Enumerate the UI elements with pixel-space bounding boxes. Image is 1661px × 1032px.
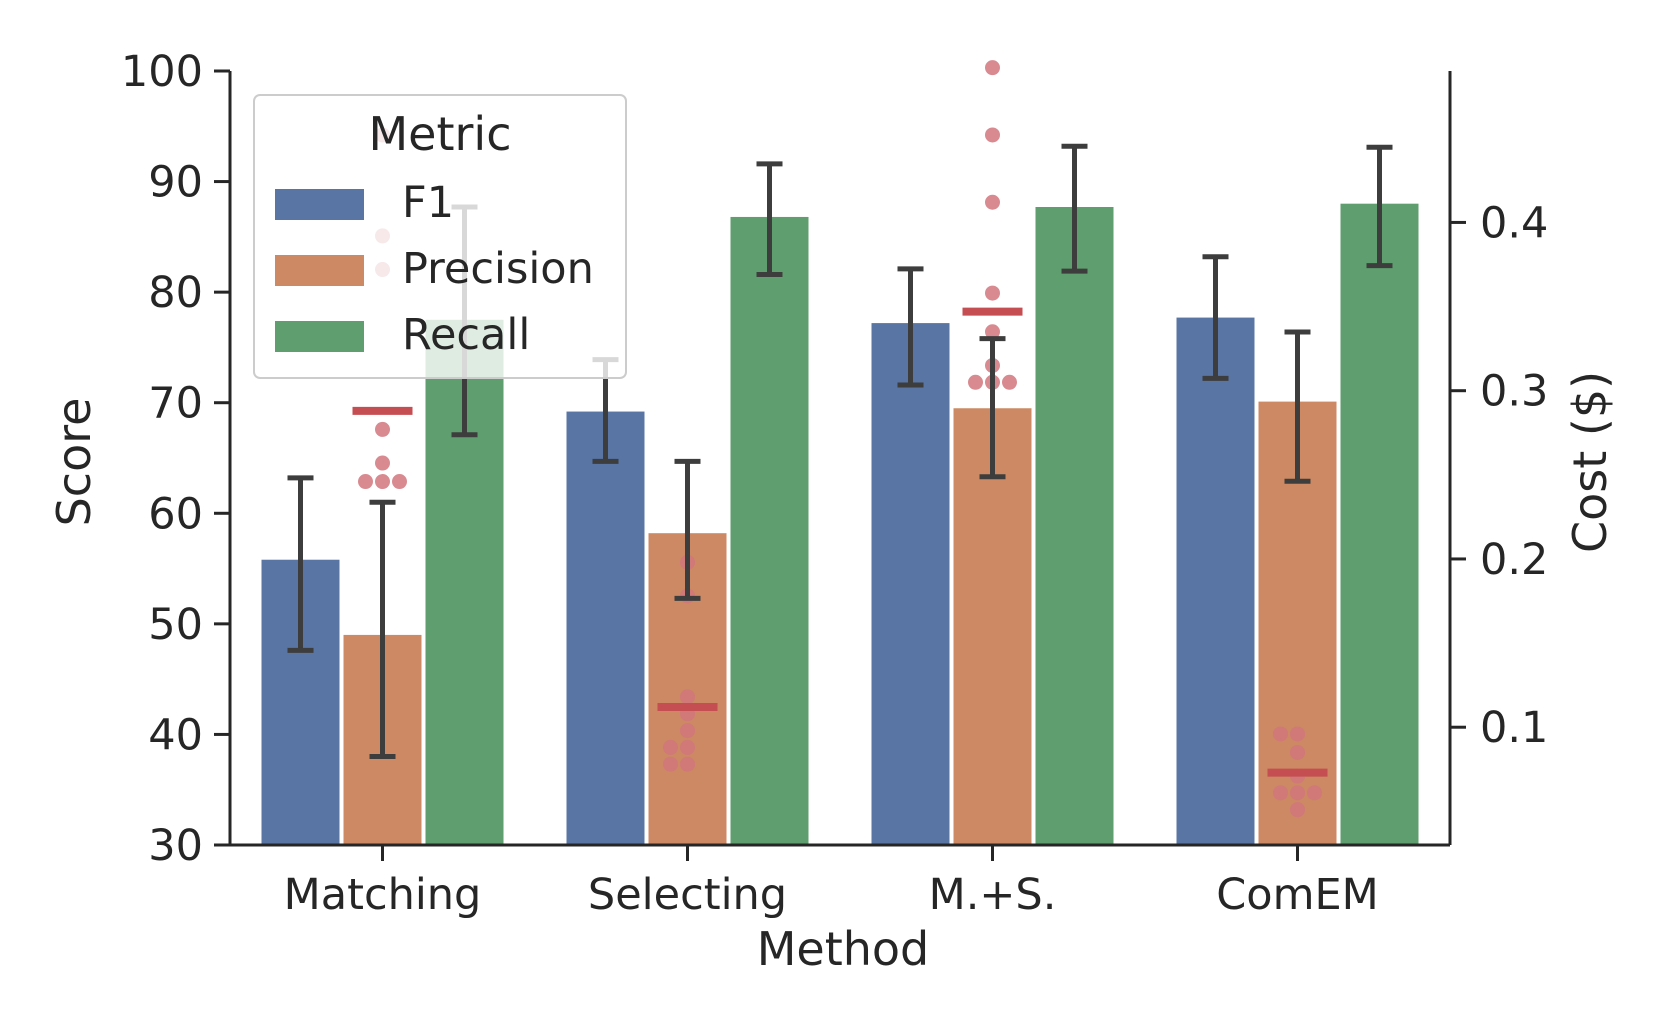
cost-point-m-s-0	[985, 60, 1000, 76]
cost-point-selecting-6	[663, 739, 678, 755]
legend-label-recall: Recall	[402, 310, 530, 360]
y2-tick-label-0-4: 0.4	[1480, 198, 1548, 248]
x-axis-title: Method	[757, 922, 930, 976]
y-tick-label-30: 30	[148, 821, 203, 871]
cost-point-m-s-1	[985, 127, 1000, 143]
y-tick-label-50: 50	[148, 600, 203, 650]
y-tick-label-100: 100	[121, 47, 203, 97]
cost-point-comem-4	[1290, 785, 1305, 801]
legend-title: Metric	[368, 107, 511, 161]
cost-point-m-s-7	[968, 374, 983, 390]
bar-recall-m-s	[1035, 207, 1114, 845]
cost-point-comem-2	[1290, 744, 1305, 760]
x-tick-label-selecting: Selecting	[588, 870, 787, 920]
bar-f1-m-s	[871, 323, 950, 845]
cost-point-matching-4	[375, 474, 390, 490]
cost-point-m-s-4	[985, 324, 1000, 340]
cost-point-comem-6	[1307, 785, 1322, 801]
y2-tick-label-0-1: 0.1	[1480, 703, 1548, 753]
y2-axis-title: Cost ($)	[1563, 371, 1617, 553]
y-axis-title: Score	[47, 398, 101, 527]
cost-point-selecting-7	[680, 756, 695, 772]
y-tick-label-80: 80	[148, 268, 203, 318]
cost-point-matching-6	[392, 474, 407, 490]
y2-tick-label-0-2: 0.2	[1480, 535, 1548, 585]
y2-tick-label-0-3: 0.3	[1480, 367, 1548, 417]
cost-point-matching-5	[358, 474, 373, 490]
cost-point-m-s-2	[985, 194, 1000, 210]
cost-point-comem-5	[1273, 785, 1288, 801]
legend-label-f1: F1	[402, 178, 454, 228]
cost-point-selecting-8	[663, 756, 678, 772]
legend: Metric F1 Precision Recall	[253, 94, 627, 379]
bar-recall-selecting	[730, 216, 809, 845]
x-tick-label-m-s: M.+S.	[929, 870, 1057, 920]
cost-point-comem-7	[1290, 802, 1305, 818]
cost-point-comem-1	[1273, 726, 1288, 742]
cost-point-selecting-5	[680, 739, 695, 755]
y-tick-label-90: 90	[148, 158, 203, 208]
bar-recall-comem	[1340, 203, 1419, 845]
y-tick-label-40: 40	[148, 710, 203, 760]
error-bars-layer	[287, 143, 1393, 760]
y-tick-label-70: 70	[148, 379, 203, 429]
legend-swatch-f1	[275, 189, 364, 220]
cost-point-m-s-3	[985, 285, 1000, 301]
x-tick-label-comem: ComEM	[1216, 870, 1379, 920]
bar-precision-m-s	[953, 408, 1032, 845]
y-tick-label-60: 60	[148, 489, 203, 539]
legend-frame	[253, 94, 627, 379]
cost-point-matching-7	[375, 455, 390, 471]
bar-f1-selecting	[566, 411, 645, 845]
axes-layer: 30 40 50 60 70 80 90 100 0.1 0.2 0.3 0.4 Matching Sel…	[121, 47, 1548, 920]
cost-point-m-s-8	[1002, 374, 1017, 390]
x-tick-label-matching: Matching	[284, 870, 482, 920]
cost-point-selecting-4	[680, 723, 695, 739]
legend-swatch-precision	[275, 255, 364, 286]
bar-f1-comem	[1176, 317, 1255, 845]
legend-label-precision: Precision	[402, 244, 594, 294]
cost-point-selecting-2	[680, 689, 695, 705]
cost-point-comem-0	[1290, 726, 1305, 742]
legend-swatch-recall	[275, 321, 364, 352]
cost-point-matching-3	[375, 421, 390, 437]
